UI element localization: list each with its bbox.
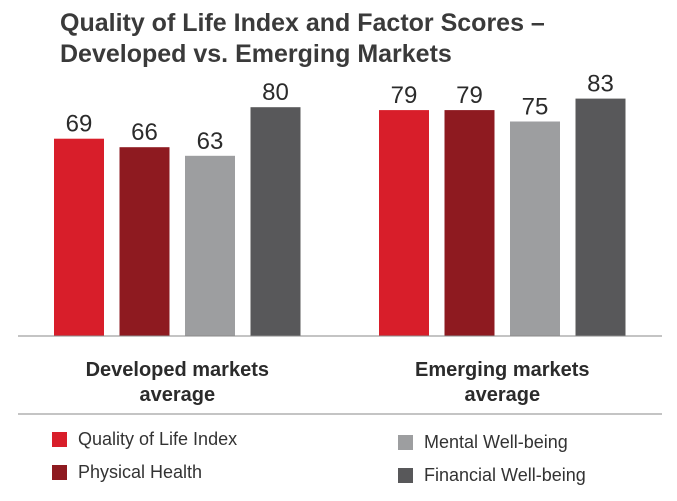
legend-item-mental-well-being: Mental Well-being	[398, 430, 568, 454]
legend-swatch	[398, 467, 413, 483]
category-label: average	[139, 384, 215, 406]
legend-item-physical-health: Physical Health	[52, 460, 202, 484]
value-label: 80	[262, 79, 289, 106]
legend-label: Quality of Life Index	[78, 428, 238, 449]
value-label: 66	[131, 119, 158, 146]
category-labels-group: Developed markets average Emerging markets…	[86, 359, 590, 406]
bar-financial-well-being-1	[575, 98, 626, 336]
value-label: 69	[66, 111, 93, 138]
legend-swatch	[52, 431, 67, 447]
bar-physical-health-1	[444, 110, 495, 336]
legend-swatch	[52, 464, 67, 480]
value-label: 63	[197, 128, 224, 155]
bar-physical-health-0	[119, 147, 170, 336]
category-label: average	[464, 384, 540, 406]
category-label: Emerging markets	[415, 359, 590, 381]
bars-group	[54, 98, 626, 336]
legend-label: Mental Well-being	[424, 431, 568, 452]
legend-item-quality-of-life-index: Quality of Life Index	[52, 427, 237, 451]
legend-item-financial-well-being: Financial Well-being	[398, 463, 586, 487]
bar-mental-well-being-1	[510, 121, 560, 336]
legend-label: Financial Well-being	[424, 464, 586, 485]
category-label: Developed markets	[86, 359, 269, 381]
bar-chart: 69 66 63 80 79 79 75 83 Developed markets averag…	[18, 71, 662, 415]
chart-title: Quality of Life Index and Factor Scores …	[60, 8, 660, 70]
legend-swatch	[398, 434, 413, 450]
chart-title-line-1: Quality of Life Index and Factor Scores …	[60, 9, 545, 37]
value-labels-group: 69 66 63 80 79 79 75 83	[66, 71, 614, 155]
bar-quality-of-life-index-1	[379, 110, 429, 336]
value-label: 75	[522, 94, 549, 121]
legend-label: Physical Health	[78, 461, 203, 482]
value-label: 83	[587, 71, 614, 98]
bar-financial-well-being-0	[250, 107, 301, 336]
chart-title-line-2: Developed vs. Emerging Markets	[60, 40, 452, 68]
value-label: 79	[391, 82, 418, 109]
value-label: 79	[456, 82, 483, 109]
bar-quality-of-life-index-0	[54, 138, 104, 336]
bar-mental-well-being-0	[185, 155, 235, 336]
